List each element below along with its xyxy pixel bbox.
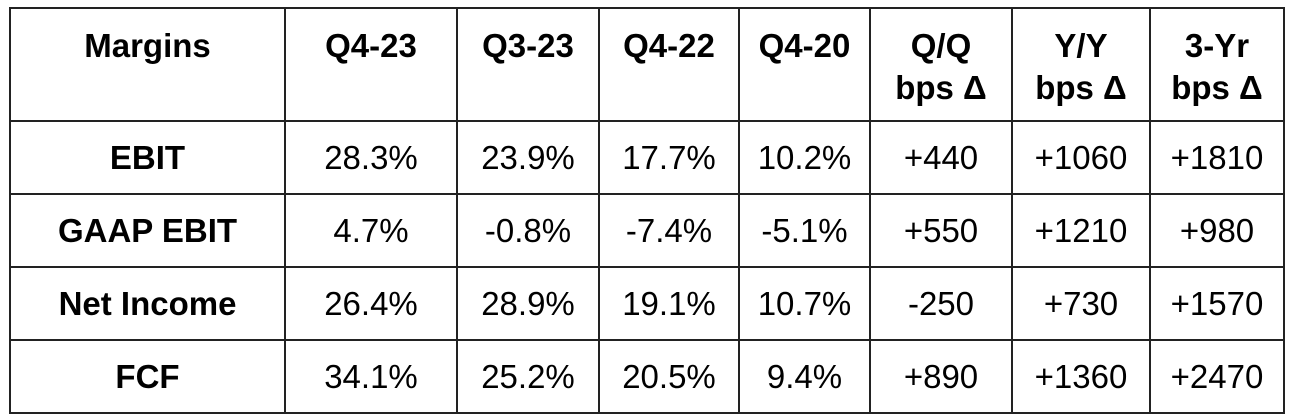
cell: +1210	[1011, 193, 1151, 268]
header-cell: Q4-20	[738, 7, 871, 122]
header-cell: Y/Y bps Δ	[1011, 7, 1151, 122]
cell: +890	[869, 339, 1013, 414]
cell: 9.4%	[738, 339, 871, 414]
cell: 25.2%	[456, 339, 600, 414]
cell: +550	[869, 193, 1013, 268]
cell: 34.1%	[284, 339, 458, 414]
table-body: EBIT 28.3% 23.9% 17.7% 10.2% +440 +1060 +1810 GA…	[9, 120, 1285, 414]
row-label: Net Income	[9, 266, 286, 341]
cell: +980	[1149, 193, 1285, 268]
header-cell: Q/Q bps Δ	[869, 7, 1013, 122]
cell: +440	[869, 120, 1013, 195]
cell: +1570	[1149, 266, 1285, 341]
cell: -0.8%	[456, 193, 600, 268]
cell: 4.7%	[284, 193, 458, 268]
header-cell: Margins	[9, 7, 286, 122]
header-cell: Q3-23	[456, 7, 600, 122]
cell: +1360	[1011, 339, 1151, 414]
table-row: EBIT 28.3% 23.9% 17.7% 10.2% +440 +1060 +1810	[9, 120, 1285, 195]
cell: +2470	[1149, 339, 1285, 414]
row-label: EBIT	[9, 120, 286, 195]
table-row: Net Income 26.4% 28.9% 19.1% 10.7% -250 +730 +1…	[9, 266, 1285, 341]
table-row: GAAP EBIT 4.7% -0.8% -7.4% -5.1% +550 +1210 +98…	[9, 193, 1285, 268]
row-label: FCF	[9, 339, 286, 414]
cell: -250	[869, 266, 1013, 341]
cell: 20.5%	[598, 339, 740, 414]
row-label: GAAP EBIT	[9, 193, 286, 268]
header-cell: Q4-23	[284, 7, 458, 122]
cell: +1060	[1011, 120, 1151, 195]
cell: -5.1%	[738, 193, 871, 268]
header-cell: Q4-22	[598, 7, 740, 122]
cell: 19.1%	[598, 266, 740, 341]
cell: -7.4%	[598, 193, 740, 268]
cell: +730	[1011, 266, 1151, 341]
cell: 28.9%	[456, 266, 600, 341]
table-row: FCF 34.1% 25.2% 20.5% 9.4% +890 +1360 +2470	[9, 339, 1285, 414]
cell: 23.9%	[456, 120, 600, 195]
cell: 26.4%	[284, 266, 458, 341]
cell: +1810	[1149, 120, 1285, 195]
margins-table: Margins Q4-23 Q3-23 Q4-22 Q4-20 Q/Q bps Δ Y/Y …	[9, 7, 1285, 414]
cell: 10.2%	[738, 120, 871, 195]
cell: 10.7%	[738, 266, 871, 341]
cell: 28.3%	[284, 120, 458, 195]
header-row: Margins Q4-23 Q3-23 Q4-22 Q4-20 Q/Q bps Δ Y/Y …	[9, 7, 1285, 122]
header-cell: 3-Yr bps Δ	[1149, 7, 1285, 122]
cell: 17.7%	[598, 120, 740, 195]
